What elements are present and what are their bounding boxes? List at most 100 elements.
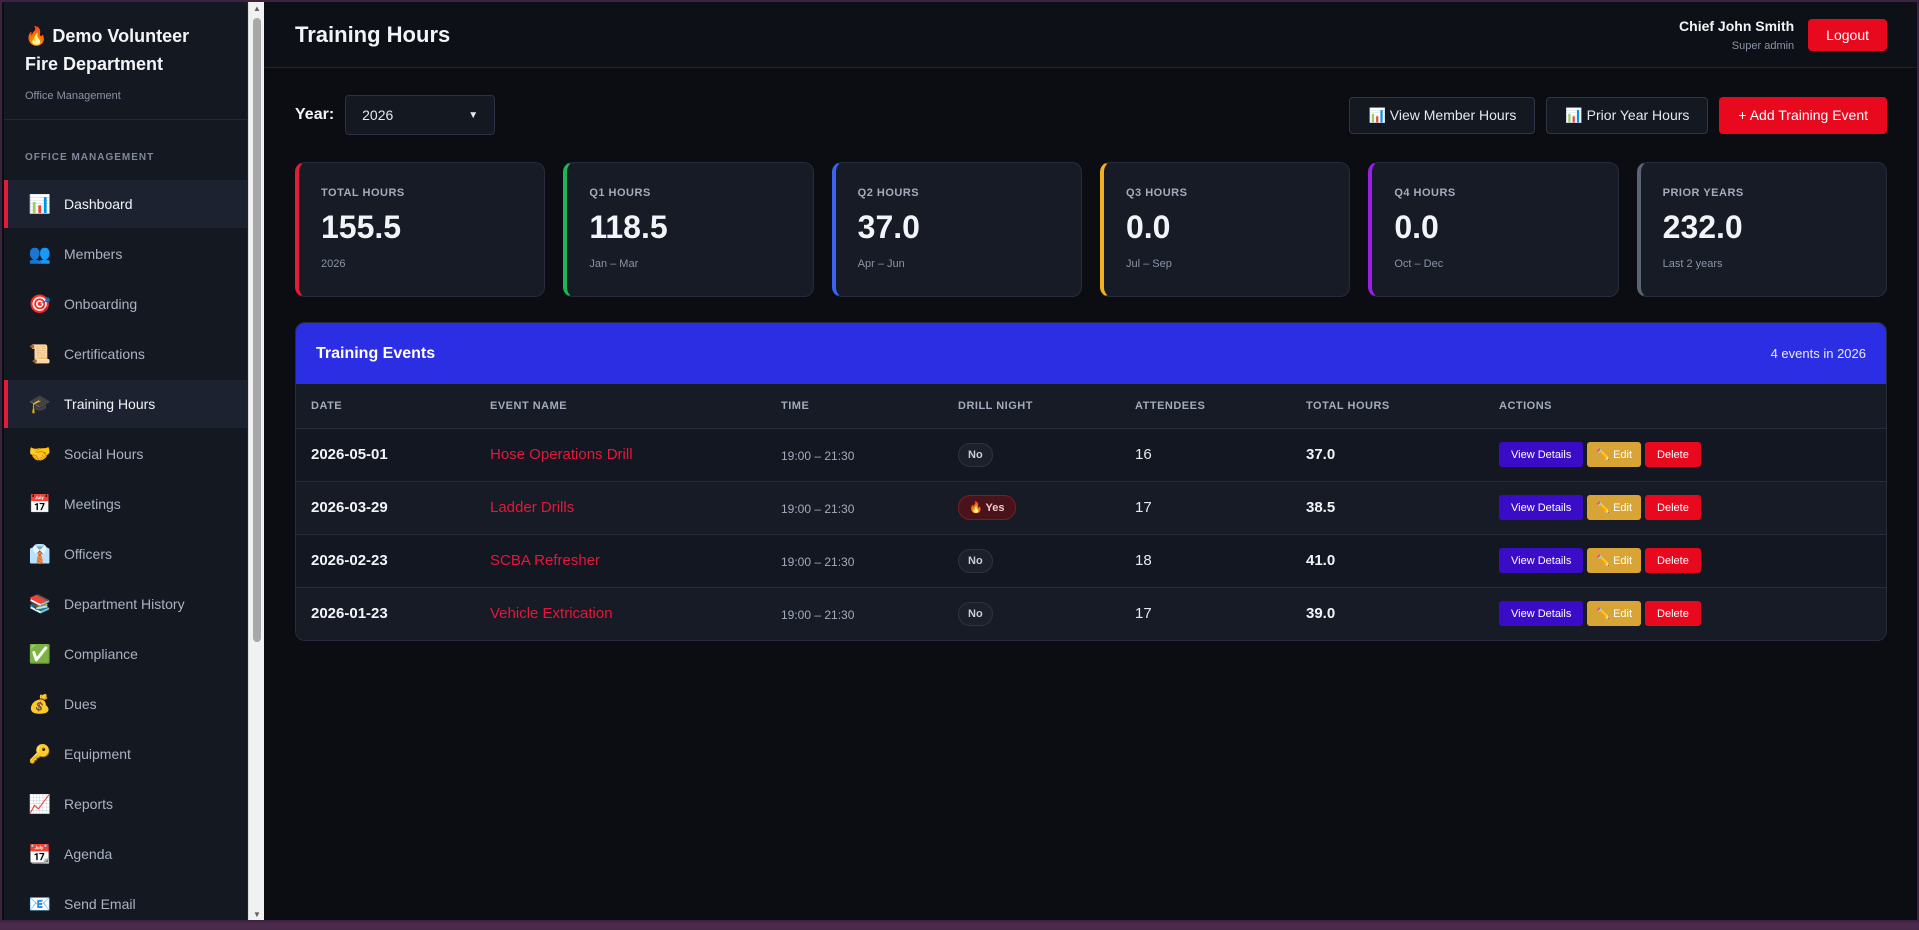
- sidebar-item-label: Dashboard: [64, 196, 133, 212]
- year-select[interactable]: 2026 ▼: [345, 95, 496, 135]
- date-cell: 2026-02-23: [296, 534, 475, 588]
- name-cell: Ladder Drills: [475, 481, 766, 535]
- sidebar-item-dues[interactable]: 💰 Dues: [4, 680, 247, 728]
- hours-cell: 38.5: [1291, 481, 1484, 535]
- stat-value: 0.0: [1125, 209, 1171, 245]
- stats-row: TOTAL HOURS 155.5 2026 Q1 HOURS 118.5 Jan – M…: [264, 162, 1917, 297]
- sidebar: 🔥 Demo Volunteer Fire Department Office …: [4, 2, 248, 920]
- attendees-cell: 16: [1120, 428, 1291, 482]
- trend-chart-icon: 📈: [28, 793, 52, 814]
- event-time: 19:00 – 21:30: [781, 448, 855, 463]
- bar-chart-icon: 📊: [28, 193, 52, 214]
- sidebar-item-label: Members: [64, 246, 123, 262]
- sidebar-item-dashboard[interactable]: 📊 Dashboard: [4, 180, 247, 228]
- sidebar-item-label: Certifications: [64, 346, 145, 362]
- scroll-up-arrow-icon[interactable]: ▲: [253, 4, 261, 13]
- name-cell: SCBA Refresher: [475, 534, 766, 588]
- event-name-link[interactable]: Vehicle Extrication: [490, 605, 613, 623]
- date-cell: 2026-01-23: [296, 587, 475, 640]
- edit-button[interactable]: ✏️ Edit: [1587, 548, 1642, 573]
- stat-label: TOTAL HOURS: [321, 187, 405, 199]
- column-header-event-name: EVENT NAME: [475, 384, 766, 429]
- sidebar-item-send-email[interactable]: 📧 Send Email: [4, 880, 247, 920]
- stat-label: Q4 HOURS: [1394, 187, 1456, 199]
- sidebar-item-onboarding[interactable]: 🎯 Onboarding: [4, 280, 247, 328]
- total-hours: 41.0: [1306, 552, 1336, 569]
- sidebar-item-department-history[interactable]: 📚 Department History: [4, 580, 247, 628]
- prior-year-hours-button[interactable]: 📊 Prior Year Hours: [1546, 96, 1709, 134]
- time-cell: 19:00 – 21:30: [766, 587, 943, 640]
- sidebar-item-reports[interactable]: 📈 Reports: [4, 780, 247, 828]
- delete-button[interactable]: Delete: [1645, 442, 1701, 467]
- logout-button[interactable]: Logout: [1808, 18, 1887, 51]
- view-details-button[interactable]: View Details: [1499, 495, 1584, 520]
- email-icon: 📧: [28, 893, 52, 914]
- table-body: 2026-05-01 Hose Operations Drill 19:00 – 2…: [296, 428, 1886, 640]
- time-cell: 19:00 – 21:30: [766, 534, 943, 588]
- row-actions: View Details ✏️ Edit Delete: [1499, 442, 1886, 467]
- event-date: 2026-03-29: [311, 499, 388, 516]
- view-details-button[interactable]: View Details: [1499, 601, 1584, 627]
- add-training-event-button[interactable]: + Add Training Event: [1719, 96, 1887, 134]
- edit-button[interactable]: ✏️ Edit: [1587, 442, 1642, 467]
- sidebar-item-equipment[interactable]: 🔑 Equipment: [4, 730, 247, 778]
- training-events-title: Training Events: [316, 344, 436, 362]
- delete-button[interactable]: Delete: [1645, 548, 1701, 573]
- view-member-hours-button[interactable]: 📊 View Member Hours: [1349, 96, 1536, 134]
- toolbar-buttons: 📊 View Member Hours 📊 Prior Year Hours +…: [1338, 96, 1887, 134]
- people-icon: 👥: [28, 243, 52, 264]
- event-name-link[interactable]: SCBA Refresher: [490, 552, 601, 569]
- actions-cell: View Details ✏️ Edit Delete: [1484, 481, 1886, 535]
- sidebar-scrollbar[interactable]: ▲ ▼: [248, 2, 264, 920]
- hours-cell: 41.0: [1291, 534, 1484, 588]
- view-details-button[interactable]: View Details: [1499, 442, 1584, 467]
- training-events-header: Training Events 4 events in 2026: [296, 323, 1886, 384]
- total-hours: 38.5: [1306, 499, 1336, 516]
- scroll-thumb[interactable]: [253, 18, 261, 642]
- sidebar-item-meetings[interactable]: 📅 Meetings: [4, 480, 247, 528]
- edit-button[interactable]: ✏️ Edit: [1587, 601, 1642, 627]
- table-header-row: DATE EVENT NAME TIME DRILL NIGHT ATTENDEES TO…: [296, 384, 1886, 429]
- drill-night-badge: No: [958, 548, 993, 573]
- event-date: 2026-05-01: [311, 446, 388, 463]
- sidebar-item-officers[interactable]: 👔 Officers: [4, 530, 247, 578]
- stat-card-prior-years: PRIOR YEARS 232.0 Last 2 years: [1636, 162, 1887, 297]
- check-mark-icon: ✅: [28, 643, 52, 664]
- drill-night-badge: 🔥 Yes: [958, 495, 1016, 520]
- sidebar-item-agenda[interactable]: 📆 Agenda: [4, 830, 247, 878]
- delete-button[interactable]: Delete: [1645, 495, 1701, 520]
- sidebar-item-members[interactable]: 👥 Members: [4, 230, 247, 278]
- view-details-button[interactable]: View Details: [1499, 548, 1584, 573]
- sidebar-item-social-hours[interactable]: 🤝 Social Hours: [4, 430, 247, 478]
- drill-night-badge: No: [958, 442, 993, 467]
- nav-heading: OFFICE MANAGEMENT: [25, 152, 155, 163]
- user-area: Chief John Smith Super admin Logout: [1679, 18, 1887, 52]
- column-header-drill-night: DRILL NIGHT: [943, 384, 1120, 429]
- main-content: Training Hours Chief John Smith Super ad…: [264, 2, 1917, 920]
- sidebar-item-label: Meetings: [64, 496, 121, 512]
- training-events-table: DATE EVENT NAME TIME DRILL NIGHT ATTENDEES TO…: [296, 384, 1886, 640]
- stat-value: 118.5: [589, 209, 668, 245]
- stat-subtitle: Oct – Dec: [1394, 258, 1444, 270]
- drill-cell: No: [943, 587, 1120, 640]
- chevron-down-icon: ▼: [468, 109, 479, 121]
- event-date: 2026-01-23: [311, 605, 388, 623]
- taskbar: [0, 922, 1919, 930]
- delete-button[interactable]: Delete: [1645, 601, 1701, 627]
- sidebar-item-certifications[interactable]: 📜 Certifications: [4, 330, 247, 378]
- edit-button[interactable]: ✏️ Edit: [1587, 495, 1642, 520]
- sidebar-nav: 📊 Dashboard 👥 Members 🎯 Onboarding 📜 Certificat…: [4, 180, 247, 920]
- event-name-link[interactable]: Ladder Drills: [490, 499, 575, 516]
- column-header-time: TIME: [766, 384, 943, 429]
- stat-label: Q3 HOURS: [1125, 187, 1188, 199]
- brand-subtitle: Office Management: [25, 90, 121, 102]
- event-name-link[interactable]: Hose Operations Drill: [490, 446, 633, 463]
- brand-title[interactable]: 🔥 Demo Volunteer Fire Department: [25, 26, 190, 74]
- year-filter: Year: 2026 ▼: [295, 95, 496, 135]
- training-events-card: Training Events 4 events in 2026 DATE EVE…: [295, 322, 1887, 641]
- date-cell: 2026-03-29: [296, 481, 475, 535]
- events-count: 4 events in 2026: [1770, 346, 1866, 361]
- sidebar-item-training-hours[interactable]: 🎓 Training Hours: [4, 380, 247, 428]
- scroll-down-arrow-icon[interactable]: ▼: [253, 910, 261, 919]
- sidebar-item-compliance[interactable]: ✅ Compliance: [4, 630, 247, 678]
